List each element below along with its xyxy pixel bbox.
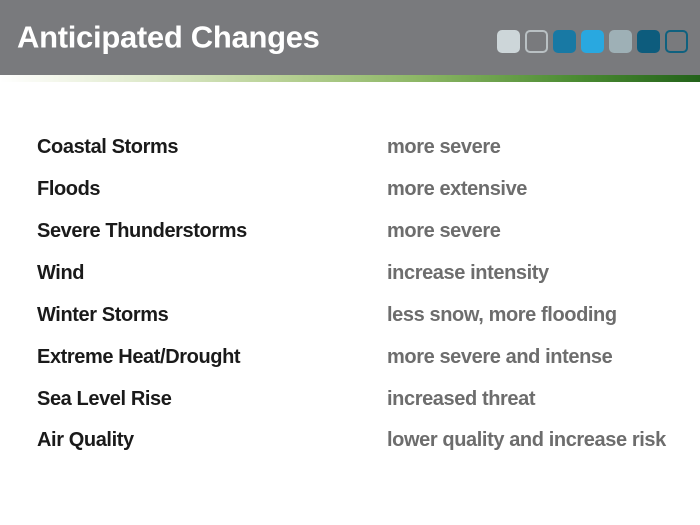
change-description: more severe (387, 136, 501, 159)
palette-squares (497, 30, 688, 53)
gray-outlined-swatch (525, 30, 548, 53)
hazard-label: Winter Storms (37, 303, 169, 326)
dark-teal-filled-swatch (637, 30, 660, 53)
change-description: lower quality and increase risk (387, 429, 666, 452)
change-description: more severe and intense (387, 345, 613, 368)
teal-blue-filled-swatch (553, 30, 576, 53)
hazard-row: Sea Level Rise increased threat (37, 378, 696, 420)
hazard-label: Floods (37, 178, 101, 201)
slide-header: Anticipated Changes (0, 0, 700, 75)
gray-blue-filled-swatch (609, 30, 632, 53)
change-description: more severe (387, 220, 501, 243)
hazard-row: Coastal Storms more severe (37, 127, 696, 169)
hazard-label: Wind (37, 262, 85, 284)
change-description: increased threat (387, 387, 536, 410)
change-description: less snow, more flooding (387, 303, 617, 326)
slide-title: Anticipated Changes (17, 18, 320, 54)
green-gradient-divider (0, 75, 700, 82)
hazard-row: Floods more extensive (37, 169, 696, 211)
hazard-row: Severe Thunderstorms more severe (37, 211, 696, 253)
hazard-row: Air Quality lower quality and increase ri… (37, 420, 696, 462)
change-description: more extensive (387, 178, 528, 201)
hazard-label: Air Quality (37, 429, 134, 452)
bright-blue-filled-swatch (581, 30, 604, 53)
hazard-row: Winter Storms less snow, more flooding (37, 294, 696, 336)
light-gray-filled-swatch (497, 30, 520, 53)
dark-teal-outlined-swatch (665, 30, 688, 53)
change-description: increase intensity (387, 262, 549, 284)
hazard-label: Coastal Storms (37, 136, 179, 159)
hazard-row: Wind increase intensity (37, 253, 696, 295)
hazard-label: Sea Level Rise (37, 387, 172, 410)
hazard-label: Severe Thunderstorms (37, 220, 247, 243)
hazard-label: Extreme Heat/Drought (37, 345, 241, 368)
hazard-row: Extreme Heat/Drought more severe and inte… (37, 336, 696, 378)
hazard-list: Coastal Storms more severe Floods more exte… (37, 127, 696, 462)
